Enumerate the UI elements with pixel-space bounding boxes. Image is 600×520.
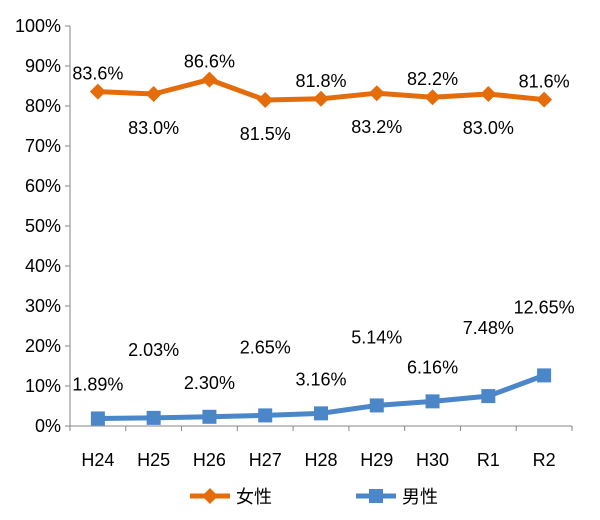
- chart-axes: [65, 25, 573, 431]
- x-tick-label: H25: [137, 450, 170, 470]
- data-point-diamond: [536, 91, 553, 108]
- data-label: 81.8%: [295, 71, 346, 91]
- legend-label: 女性: [236, 487, 272, 508]
- legend-label: 男性: [402, 487, 438, 508]
- y-tick-label: 30%: [25, 296, 61, 316]
- data-labels: 83.6% 83.0% 86.6% 81.5% 81.8% 83.2% 82.2% 83.0%…: [72, 52, 574, 395]
- y-axis-tick-labels: 0% 10% 20% 30% 40% 50% 60% 70% 80% 90% 100%: [15, 16, 61, 436]
- data-label: 81.6%: [519, 72, 570, 92]
- legend: 女性 男性: [190, 487, 438, 508]
- data-label: 2.65%: [240, 337, 291, 357]
- data-point-square: [314, 406, 328, 421]
- data-point-square: [146, 410, 161, 425]
- data-point-diamond: [480, 86, 497, 102]
- y-tick-label: 100%: [15, 16, 61, 36]
- x-tick-label: R2: [533, 450, 556, 470]
- y-tick-label: 90%: [25, 56, 61, 76]
- data-point-square: [481, 389, 496, 404]
- data-point-diamond: [201, 71, 218, 88]
- data-label: 83.0%: [128, 118, 179, 138]
- series-layer: [89, 71, 553, 426]
- data-point-diamond: [89, 83, 106, 100]
- data-label: 12.65%: [514, 297, 575, 317]
- x-tick-label: H30: [416, 450, 449, 470]
- y-tick-label: 10%: [25, 376, 61, 396]
- data-point-square: [258, 408, 273, 423]
- x-axis-tick-labels: H24 H25 H26 H27 H28 H29 H30 R1 R2: [81, 450, 555, 470]
- data-label: 82.2%: [407, 69, 458, 89]
- data-point-square: [537, 368, 552, 383]
- data-point-square: [425, 394, 440, 409]
- y-tick-label: 80%: [25, 96, 61, 116]
- data-point-diamond: [313, 90, 329, 107]
- y-tick-label: 60%: [25, 176, 61, 196]
- data-label: 86.6%: [184, 52, 235, 72]
- x-tick-label: H26: [193, 450, 226, 470]
- data-label: 1.89%: [72, 374, 123, 394]
- data-point-square: [202, 409, 217, 424]
- y-tick-label: 20%: [25, 336, 61, 356]
- x-tick-label: R1: [477, 450, 500, 470]
- data-point-square: [90, 411, 105, 426]
- data-point-diamond: [368, 85, 385, 102]
- y-tick-label: 40%: [25, 256, 61, 276]
- data-label: 2.03%: [128, 340, 179, 360]
- y-tick-label: 70%: [25, 136, 61, 156]
- x-tick-label: H28: [304, 450, 337, 470]
- data-point-square: [369, 398, 384, 413]
- data-label: 81.5%: [240, 124, 291, 144]
- data-label: 5.14%: [351, 327, 402, 347]
- data-label: 83.0%: [463, 118, 514, 138]
- data-label: 6.16%: [407, 357, 458, 377]
- legend-marker-diamond: [202, 488, 218, 504]
- x-tick-label: H24: [81, 450, 114, 470]
- x-tick-label: H29: [360, 450, 393, 470]
- y-tick-label: 50%: [25, 216, 61, 236]
- data-point-diamond: [424, 89, 441, 106]
- legend-marker-square: [369, 489, 383, 503]
- data-point-diamond: [257, 92, 274, 108]
- data-label: 2.30%: [184, 373, 235, 393]
- x-tick-label: H27: [249, 450, 282, 470]
- data-label: 3.16%: [295, 369, 346, 389]
- data-point-diamond: [145, 86, 162, 102]
- data-label: 83.2%: [351, 117, 402, 137]
- data-label: 83.6%: [72, 64, 123, 84]
- y-tick-label: 0%: [35, 416, 61, 436]
- data-label: 7.48%: [463, 318, 514, 338]
